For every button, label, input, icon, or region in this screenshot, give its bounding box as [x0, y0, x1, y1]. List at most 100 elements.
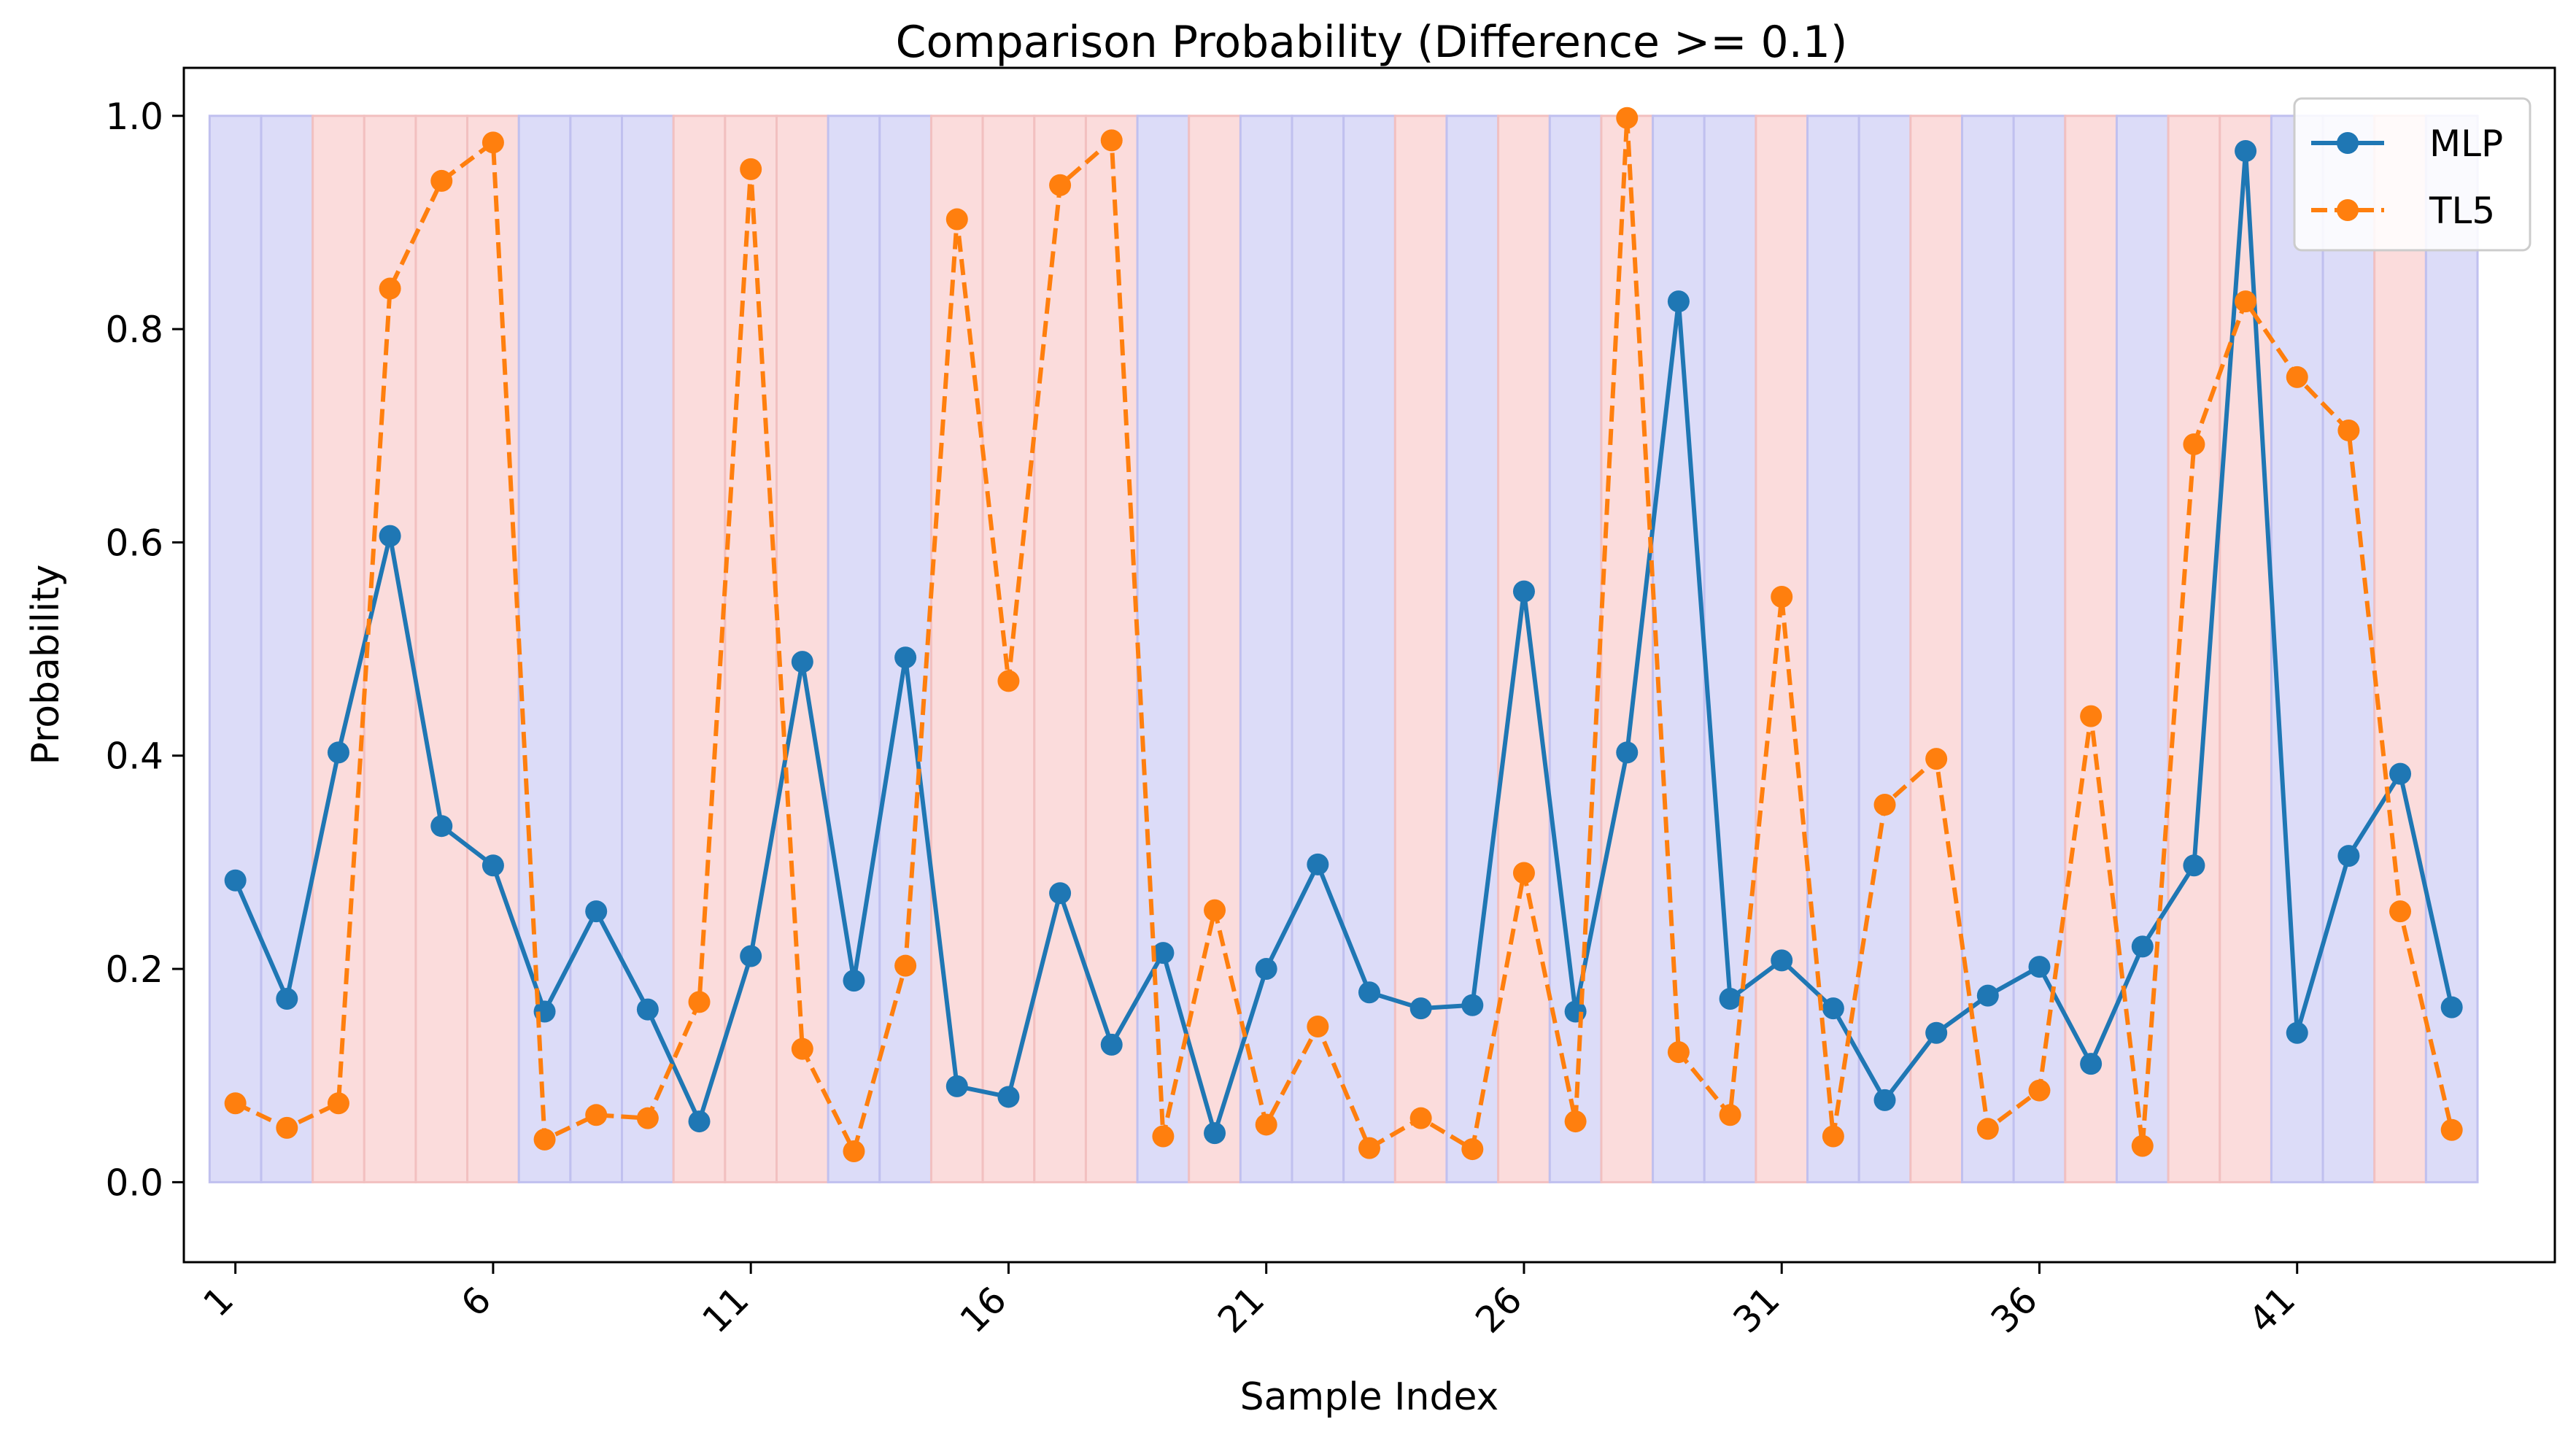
band-blue-13	[827, 115, 881, 1183]
band-red-28	[1600, 115, 1655, 1183]
point-mlp	[430, 815, 453, 838]
legend-tl5-marker	[2337, 199, 2359, 221]
point-tl5	[533, 1128, 556, 1151]
band-blue-19	[1136, 115, 1191, 1183]
point-mlp	[1719, 987, 1741, 1010]
point-tl5	[843, 1140, 865, 1162]
point-tl5	[585, 1104, 608, 1126]
band-red-17	[1033, 115, 1087, 1183]
point-mlp	[740, 945, 762, 967]
point-tl5	[2286, 366, 2308, 388]
band-blue-33	[1857, 115, 1912, 1183]
point-mlp	[1925, 1021, 1948, 1044]
y-tick-label: 1.0	[105, 96, 163, 138]
point-tl5	[1822, 1125, 1844, 1148]
point-tl5	[1358, 1137, 1380, 1159]
point-mlp	[945, 1075, 968, 1097]
band-blue-38	[2115, 115, 2170, 1183]
legend: MLP TL5	[2293, 97, 2531, 252]
point-tl5	[1512, 862, 1535, 884]
point-tl5	[1616, 107, 1639, 129]
band-red-31	[1755, 115, 1809, 1183]
point-tl5	[1461, 1138, 1484, 1161]
point-mlp	[2440, 996, 2463, 1018]
band-red-34	[1909, 115, 1964, 1183]
y-tick-label: 0.6	[105, 522, 163, 564]
y-axis-label: Probability	[24, 565, 68, 765]
point-mlp	[1976, 984, 1999, 1007]
point-mlp	[636, 998, 659, 1021]
band-red-20	[1188, 115, 1242, 1183]
point-mlp	[2183, 854, 2205, 877]
point-tl5	[2389, 900, 2412, 923]
point-tl5	[1307, 1015, 1329, 1037]
point-mlp	[1822, 997, 1844, 1020]
band-blue-9	[621, 115, 675, 1183]
point-mlp	[791, 651, 813, 673]
band-red-11	[724, 115, 778, 1183]
band-red-26	[1497, 115, 1551, 1183]
point-tl5	[1100, 129, 1123, 152]
point-tl5	[2080, 705, 2103, 727]
point-mlp	[1667, 290, 1690, 313]
point-mlp	[1152, 942, 1175, 965]
plot-area: 0.00.20.40.60.81.0 1 6 11 16 21 26 31 36 41	[105, 66, 2556, 1341]
point-mlp	[2286, 1021, 2308, 1044]
point-mlp	[2131, 935, 2154, 958]
band-blue-42	[2321, 115, 2376, 1183]
legend-tl5-label: TL5	[2429, 190, 2495, 232]
band-red-5	[414, 115, 469, 1183]
x-axis-label: Sample Index	[1240, 1375, 1499, 1419]
point-mlp	[585, 900, 608, 923]
point-tl5	[2235, 290, 2257, 313]
y-axis: 0.0 0.2 0.4 0.6 0.8 1.0	[105, 96, 184, 1204]
y-tick-label: 0.2	[105, 948, 163, 991]
band-blue-29	[1652, 115, 1706, 1183]
band-red-18	[1084, 115, 1139, 1183]
point-mlp	[1461, 994, 1484, 1016]
point-tl5	[1873, 793, 1896, 816]
band-blue-8	[569, 115, 624, 1183]
band-red-6	[466, 115, 520, 1183]
point-tl5	[2183, 433, 2205, 455]
band-red-3	[312, 115, 365, 1183]
chart-title: Comparison Probability (Difference >= 0.…	[896, 17, 1848, 68]
plot-frame	[182, 66, 2556, 1264]
point-mlp	[379, 525, 401, 547]
point-tl5	[1667, 1041, 1690, 1064]
legend-mlp-label: MLP	[2429, 123, 2503, 165]
point-mlp	[1771, 949, 1793, 972]
point-mlp	[688, 1110, 711, 1133]
point-tl5	[2337, 419, 2360, 441]
point-mlp	[224, 869, 247, 892]
point-tl5	[1564, 1110, 1587, 1133]
band-blue-25	[1445, 115, 1500, 1183]
point-mlp	[2080, 1053, 2103, 1075]
point-mlp	[997, 1086, 1020, 1108]
band-red-43	[2373, 115, 2427, 1183]
series-line-mlp	[233, 149, 2454, 1136]
band-red-12	[775, 115, 829, 1183]
y-tick-label: 0.4	[105, 735, 163, 778]
band-blue-30	[1703, 115, 1757, 1183]
point-mlp	[481, 854, 504, 877]
point-tl5	[791, 1037, 813, 1060]
point-tl5	[2028, 1079, 2051, 1102]
point-mlp	[276, 987, 298, 1010]
point-tl5	[1976, 1118, 1999, 1140]
band-blue-1	[208, 115, 263, 1183]
point-tl5	[2131, 1134, 2154, 1157]
band-red-10	[672, 115, 727, 1183]
band-red-37	[2064, 115, 2118, 1183]
band-red-39	[2167, 115, 2221, 1183]
point-mlp	[1358, 981, 1380, 1004]
point-mlp	[1307, 853, 1329, 875]
point-mlp	[2337, 845, 2360, 867]
point-tl5	[1409, 1107, 1432, 1129]
point-tl5	[945, 208, 968, 231]
point-tl5	[430, 169, 453, 192]
point-mlp	[2389, 762, 2412, 785]
point-tl5	[740, 158, 762, 180]
band-red-15	[929, 115, 984, 1183]
point-tl5	[379, 277, 401, 300]
